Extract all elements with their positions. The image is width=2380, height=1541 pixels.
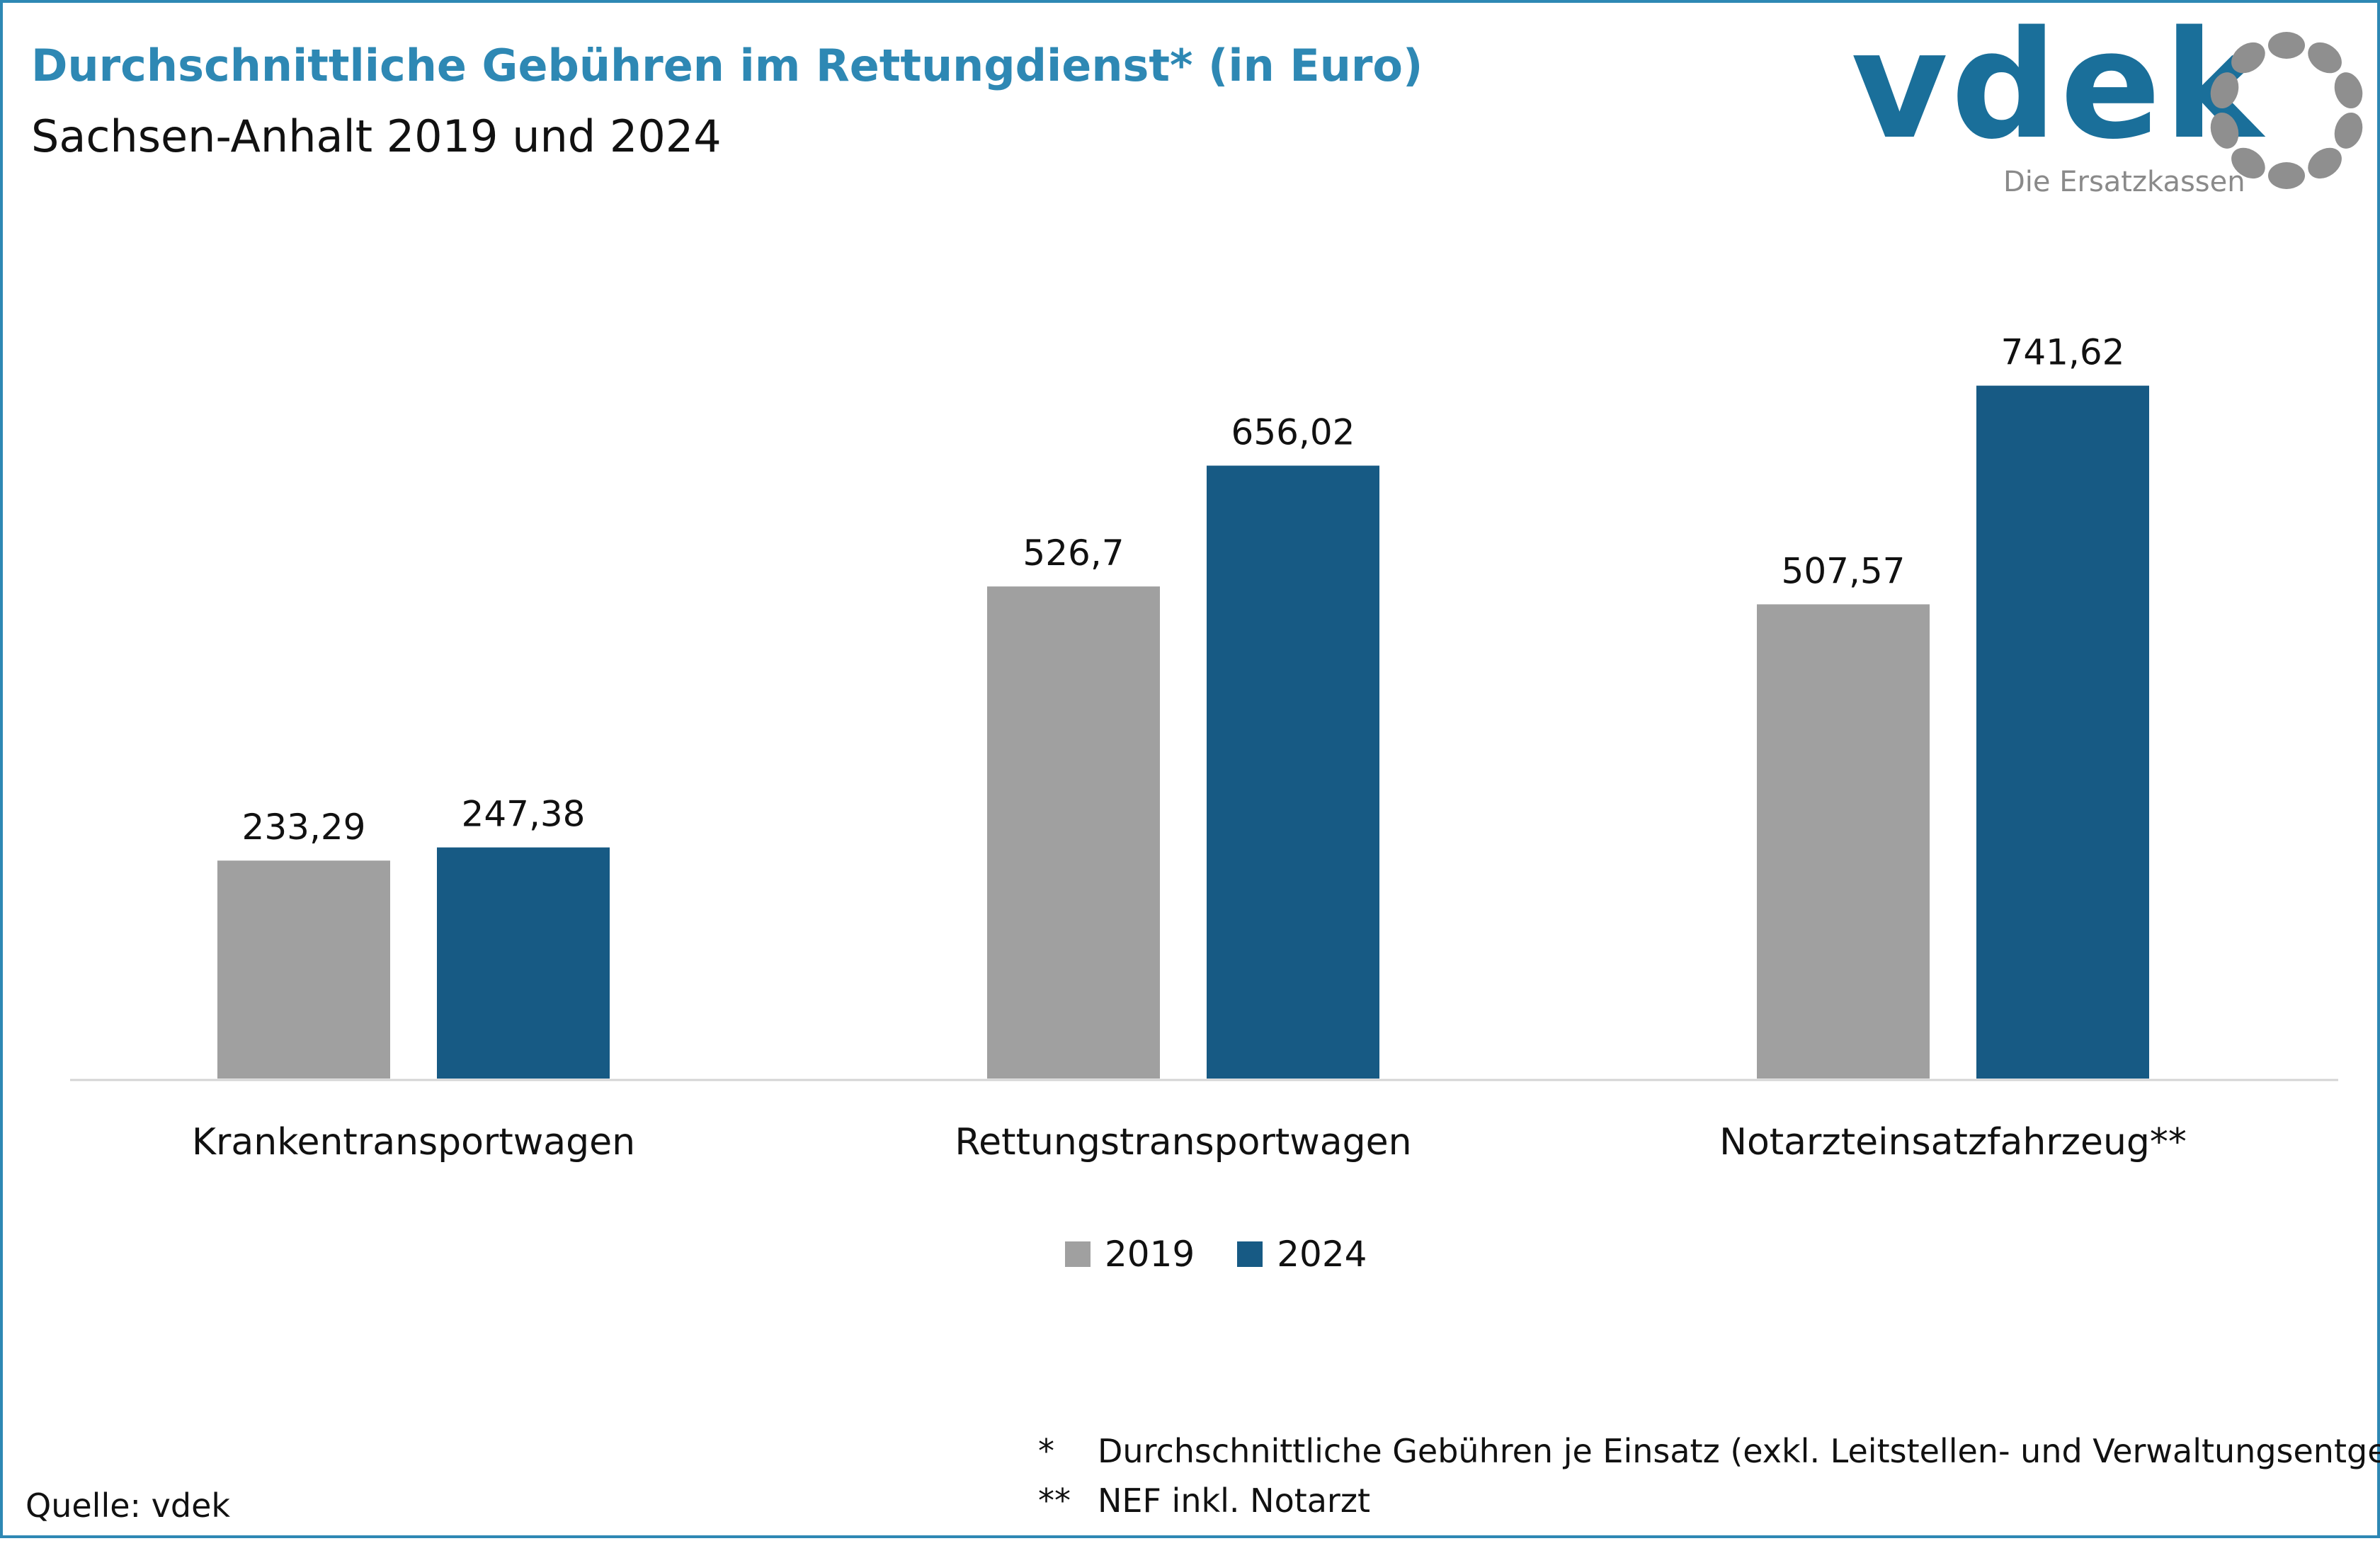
bar-rettungstransportwagen-2019 <box>987 586 1160 1079</box>
logo-tagline: Die Ersatzkassen <box>2003 166 2245 198</box>
logo-ring-dot <box>2268 32 2305 59</box>
footnotes: * Durchschnittliche Gebühren je Einsatz … <box>1038 1426 2380 1525</box>
bar-notarzteinsatzfahrzeug-2024 <box>1976 385 2149 1079</box>
logo-ring-dot <box>2334 112 2363 149</box>
legend-swatch-2019 <box>1065 1241 1091 1267</box>
data-label-krankentransportwagen-2024: 247,38 <box>462 794 586 835</box>
category-label-notarzteinsatzfahrzeug: Notarzteinsatzfahrzeug** <box>1719 1121 2187 1164</box>
legend-label-2024: 2024 <box>1277 1234 1367 1275</box>
logo-wordmark: vdek <box>1851 0 2266 172</box>
bar-notarzteinsatzfahrzeug-2019 <box>1757 604 1930 1079</box>
data-label-rettungstransportwagen-2024: 656,02 <box>1231 412 1355 453</box>
legend-item-2019: 2019 <box>1065 1234 1195 1275</box>
legend-label-2019: 2019 <box>1105 1234 1195 1275</box>
logo-ring-icon <box>2210 32 2363 189</box>
vdek-logo: vdek Die Ersatzkassen <box>1844 11 2363 208</box>
chart-legend: 2019 2024 <box>1065 1234 1367 1275</box>
footnote-2-text: NEF inkl. Notarzt <box>1098 1482 1371 1520</box>
footnote-1-text: Durchschnittliche Gebühren je Einsatz (e… <box>1098 1432 2380 1470</box>
footnote-1: * Durchschnittliche Gebühren je Einsatz … <box>1038 1426 2380 1476</box>
bar-krankentransportwagen-2019 <box>217 860 390 1079</box>
data-label-notarzteinsatzfahrzeug-2019: 507,57 <box>1782 550 1906 591</box>
logo-ring-dot <box>2308 147 2342 179</box>
logo-ring-dot <box>2334 72 2363 109</box>
legend-swatch-2024 <box>1237 1241 1263 1267</box>
logo-ring-dot <box>2231 42 2265 74</box>
logo-ring-dot <box>2268 162 2305 189</box>
footnote-2-mark: ** <box>1038 1482 1071 1520</box>
source-note: Quelle: vdek <box>25 1486 231 1525</box>
data-label-notarzteinsatzfahrzeug-2024: 741,62 <box>2001 332 2125 373</box>
category-label-krankentransportwagen: Krankentransportwagen <box>192 1121 635 1164</box>
logo-ring-dot <box>2210 112 2239 149</box>
data-label-rettungstransportwagen-2019: 526,7 <box>1023 533 1124 574</box>
category-label-rettungstransportwagen: Rettungstransportwagen <box>955 1121 1411 1164</box>
bar-chart: 233,29 247,38 526,7 656,02 507,57 741,62 Kran… <box>70 332 2338 1164</box>
logo-ring-dot <box>2231 147 2265 179</box>
chart-subtitle: Sachsen-Anhalt 2019 und 2024 <box>31 110 722 162</box>
bar-rettungstransportwagen-2024 <box>1207 465 1379 1079</box>
legend-item-2024: 2024 <box>1237 1234 1367 1275</box>
data-label-krankentransportwagen-2019: 233,29 <box>242 807 366 848</box>
logo-ring-dot <box>2210 72 2239 109</box>
footnote-2: ** NEF inkl. Notarzt <box>1038 1476 2380 1525</box>
bar-krankentransportwagen-2024 <box>437 847 610 1079</box>
chart-title: Durchschnittliche Gebühren im Rettungdie… <box>31 40 1423 91</box>
logo-ring-dot <box>2308 42 2342 74</box>
footnote-1-mark: * <box>1038 1432 1054 1470</box>
